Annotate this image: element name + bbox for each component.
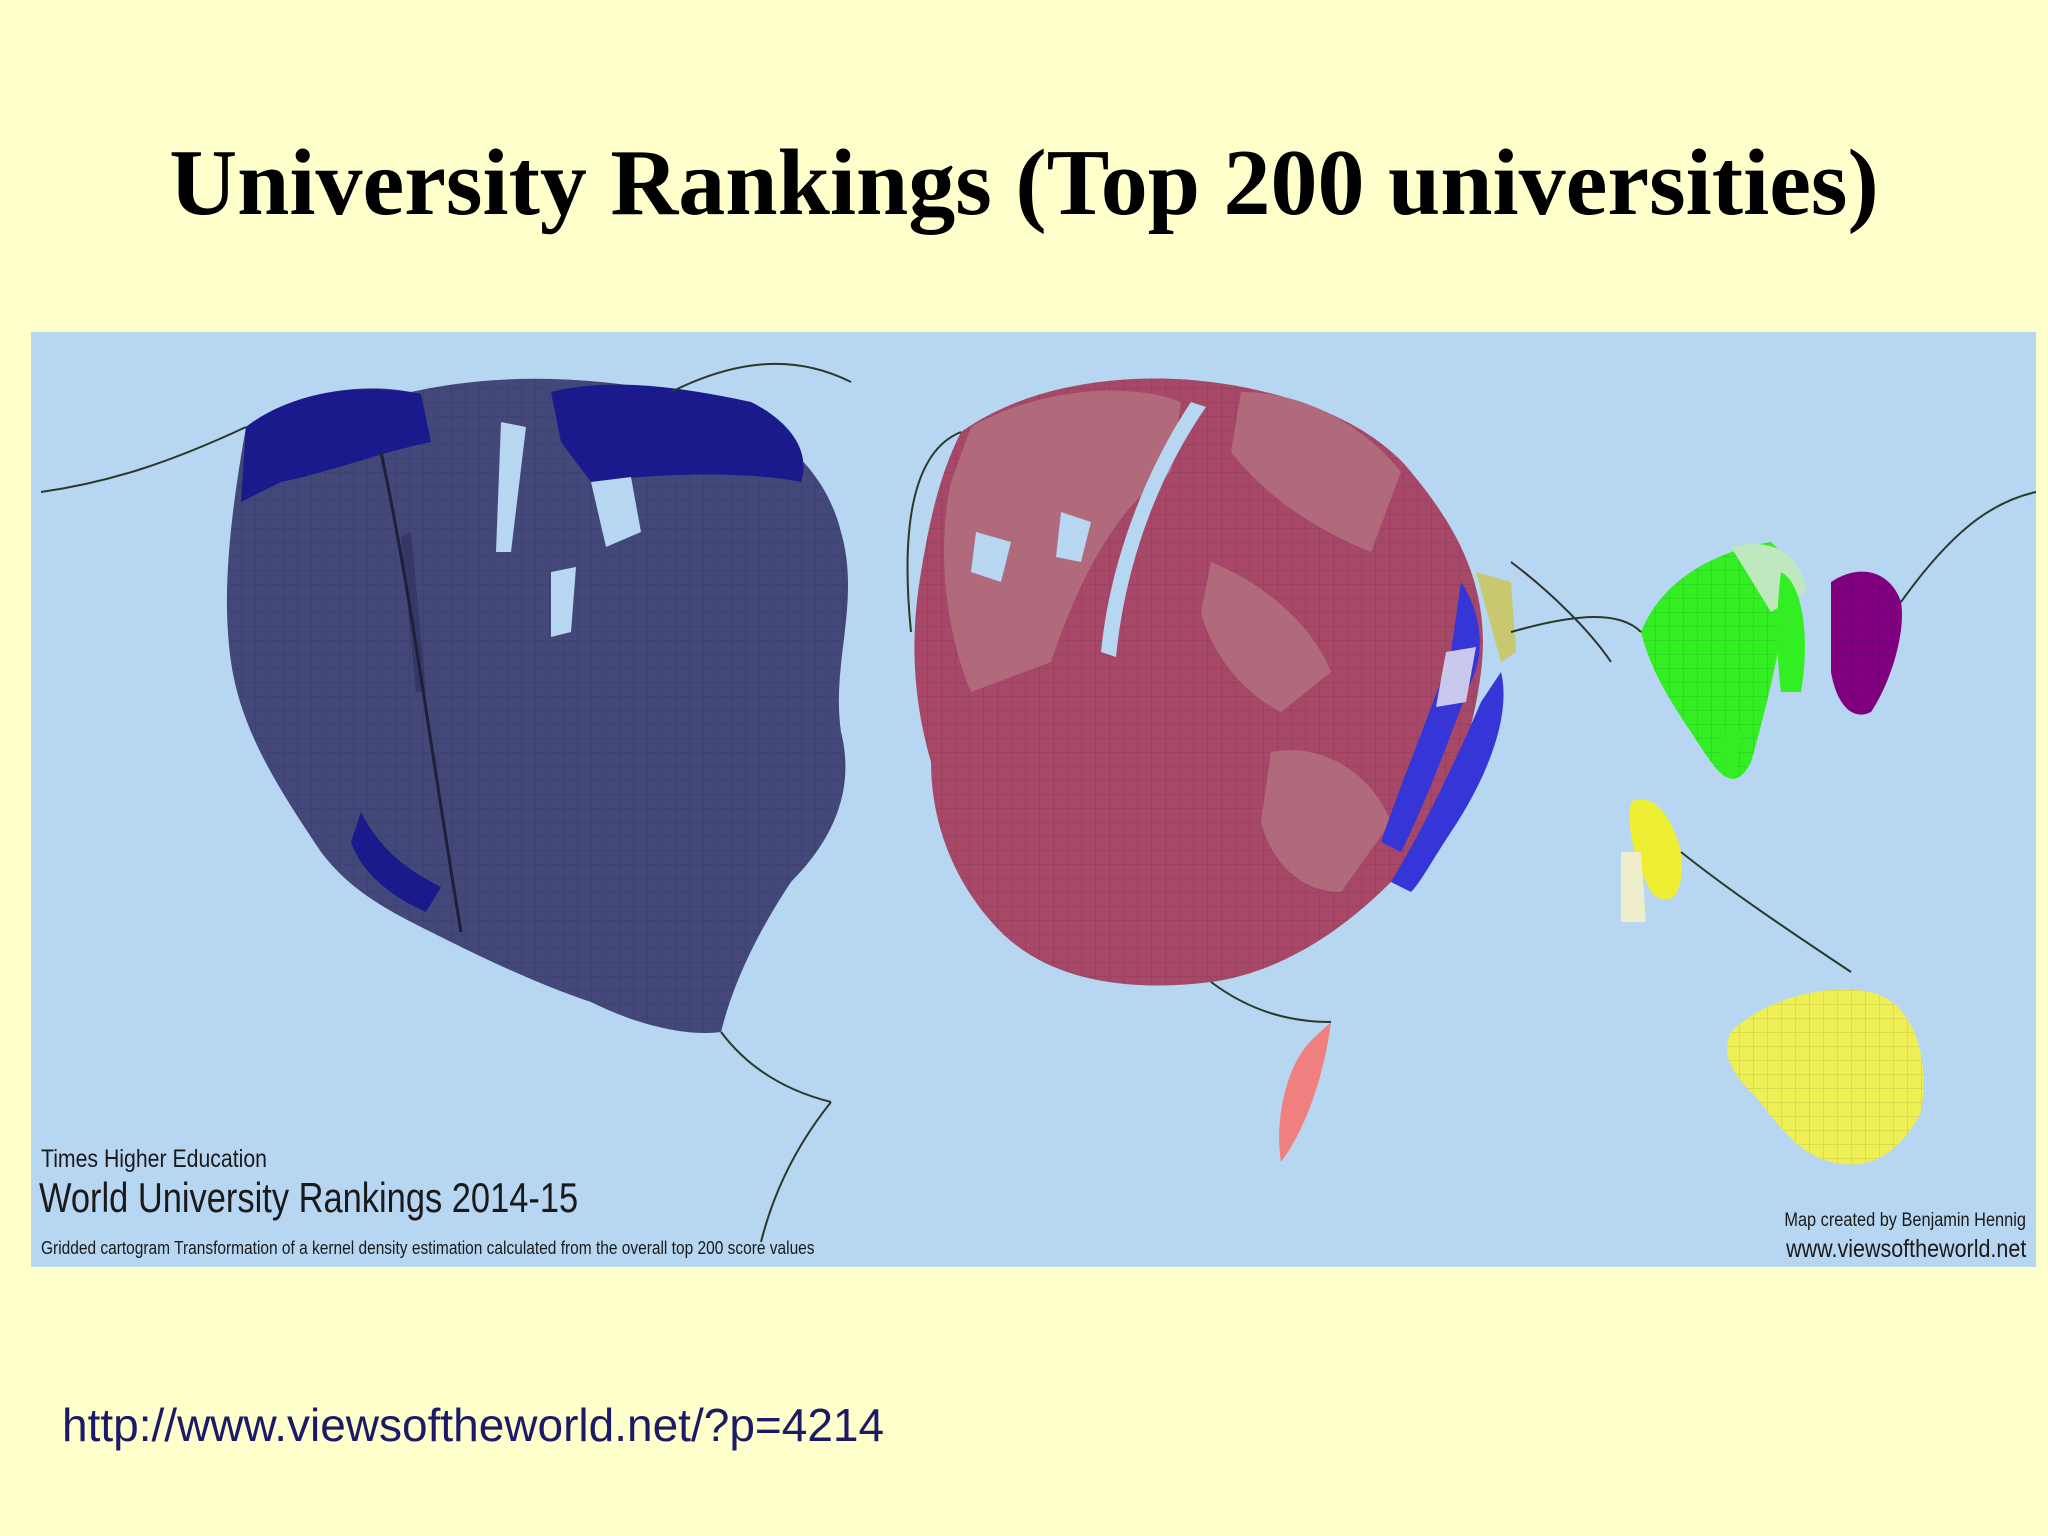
map-website-label: www.viewsoftheworld.net: [1785, 1235, 2026, 1263]
map-description-label: Gridded cartogram Transformation of a ke…: [41, 1238, 815, 1258]
map-title-label: World University Rankings 2014-15: [39, 1174, 579, 1221]
africa-region: [1279, 1022, 1331, 1162]
southeast-asia-region: [1621, 799, 1682, 922]
cartogram-map: Times Higher Education World University …: [31, 332, 2036, 1267]
eastern-europe-region: [1381, 572, 1516, 892]
east-asia-region: [1641, 542, 1806, 779]
connector-lines: [40, 362, 2036, 1243]
source-link[interactable]: http://www.viewsoftheworld.net/?p=4214: [62, 1399, 885, 1451]
connector-line: [1510, 561, 1612, 663]
slide-title: University Rankings (Top 200 universitie…: [169, 131, 1879, 235]
world-cartogram: [40, 362, 2036, 1243]
oceania-region: [1727, 989, 1924, 1165]
japan-region: [1831, 571, 1902, 715]
map-publisher-label: Times Higher Education: [41, 1145, 267, 1173]
map-credit-label: Map created by Benjamin Hennig: [1784, 1210, 2026, 1231]
europe-region: [914, 378, 1483, 986]
north-america-region: [226, 378, 849, 1033]
